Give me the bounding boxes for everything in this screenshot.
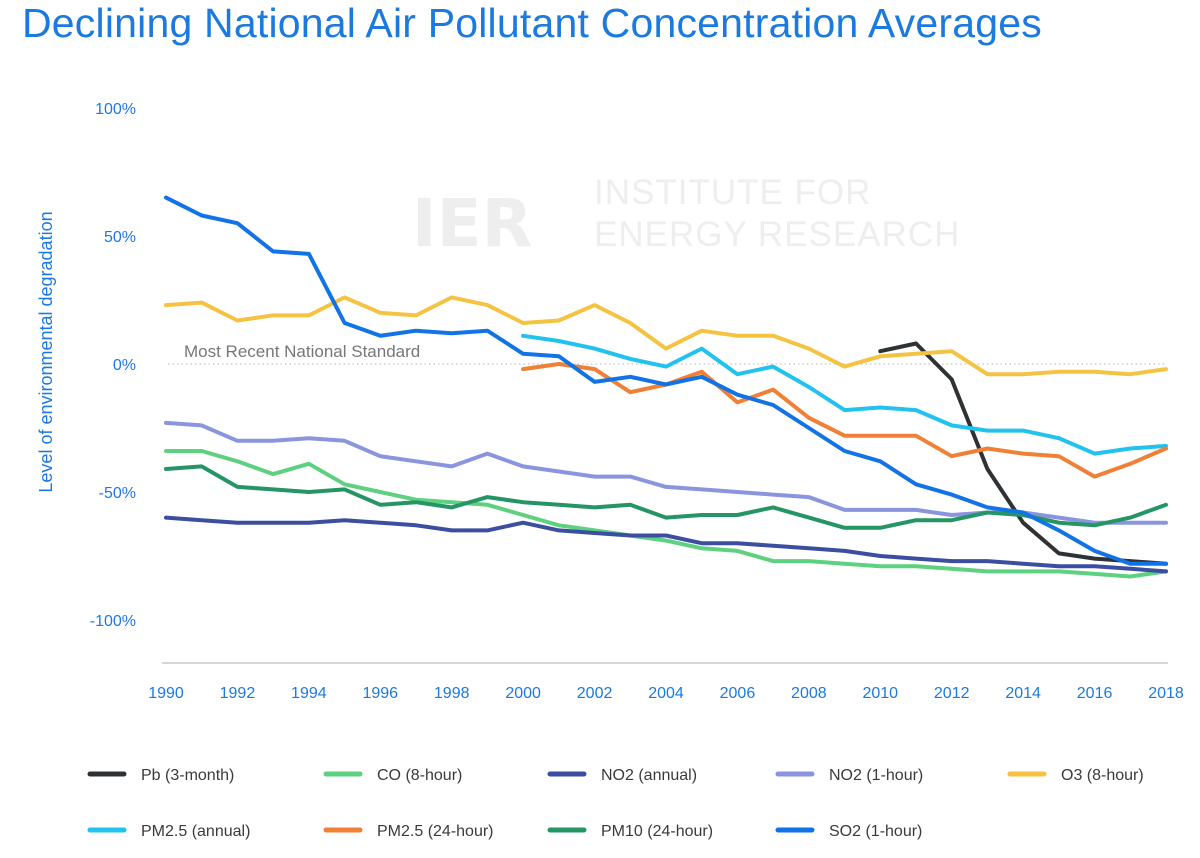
legend-label: PM10 (24-hour): [601, 823, 713, 840]
series-layer: [164, 195, 1168, 579]
y-axis-label: Level of environmental degradation: [36, 211, 56, 492]
x-tick-label: 2018: [1148, 685, 1184, 702]
legend-label: PM2.5 (annual): [141, 823, 250, 840]
legend-label: PM2.5 (24-hour): [377, 823, 494, 840]
series-line-no2-annual: [164, 515, 1168, 574]
legend-item-pm2-5-24-hour: PM2.5 (24-hour): [323, 823, 494, 840]
legend-label: NO2 (annual): [601, 767, 697, 784]
x-tick-label: 2006: [720, 685, 756, 702]
legend-label: SO2 (1-hour): [829, 823, 922, 840]
axes: Most Recent National Standard 100% 50% 0% -5…: [90, 101, 1184, 702]
x-tick-label: 1996: [362, 685, 398, 702]
series-line-so2-1-hour: [164, 195, 1168, 566]
legend: Pb (3-month) CO (8-hour) NO2 (annual) NO2 (…: [87, 767, 1144, 840]
y-tick-label: 0%: [113, 357, 136, 374]
legend-item-co-8-hour: CO (8-hour): [323, 767, 462, 784]
watermark-line1: INSTITUTE FOR: [594, 173, 871, 212]
series-line-no2-1-hour: [164, 420, 1168, 525]
x-tick-label: 2000: [505, 685, 541, 702]
x-tick-label: 2010: [862, 685, 898, 702]
y-tick-label: -50%: [99, 485, 136, 502]
x-tick-label: 1992: [220, 685, 256, 702]
legend-item-o3-8-hour: O3 (8-hour): [1007, 767, 1144, 784]
series-line-pm10-24-hour: [164, 464, 1168, 530]
x-tick-label: 1990: [148, 685, 184, 702]
legend-label: Pb (3-month): [141, 767, 234, 784]
legend-label: NO2 (1-hour): [829, 767, 923, 784]
x-tick-label: 2014: [1005, 685, 1041, 702]
legend-item-so2-1-hour: SO2 (1-hour): [775, 823, 922, 840]
reference-line-label: Most Recent National Standard: [184, 342, 420, 361]
watermark-mark: IER: [412, 185, 532, 262]
legend-item-pb-3-month: Pb (3-month): [87, 767, 234, 784]
x-tick-label: 1998: [434, 685, 470, 702]
series-line-co-8-hour: [164, 449, 1168, 579]
x-tick-label: 1994: [291, 685, 327, 702]
legend-label: CO (8-hour): [377, 767, 462, 784]
x-tick-label: 2008: [791, 685, 827, 702]
chart-title: Declining National Air Pollutant Concent…: [22, 0, 1042, 46]
series-line-pm2-5-24-hour: [521, 362, 1168, 479]
y-tick-label: -100%: [90, 613, 136, 630]
series-line-o3-8-hour: [164, 295, 1168, 377]
y-tick-label: 50%: [104, 229, 136, 246]
x-tick-label: 2002: [577, 685, 613, 702]
x-tick-label: 2012: [934, 685, 970, 702]
watermark: IER INSTITUTE FOR ENERGY RESEARCH: [412, 173, 960, 262]
y-tick-label: 100%: [95, 101, 136, 118]
legend-item-pm2-5-annual: PM2.5 (annual): [87, 823, 250, 840]
legend-item-pm10-24-hour: PM10 (24-hour): [547, 823, 713, 840]
legend-item-no2-1-hour: NO2 (1-hour): [775, 767, 923, 784]
x-tick-label: 2004: [648, 685, 684, 702]
legend-label: O3 (8-hour): [1061, 767, 1144, 784]
legend-item-no2-annual: NO2 (annual): [547, 767, 697, 784]
series-line-pm2-5-annual: [521, 333, 1168, 456]
x-tick-label: 2016: [1077, 685, 1113, 702]
watermark-line2: ENERGY RESEARCH: [594, 215, 960, 254]
